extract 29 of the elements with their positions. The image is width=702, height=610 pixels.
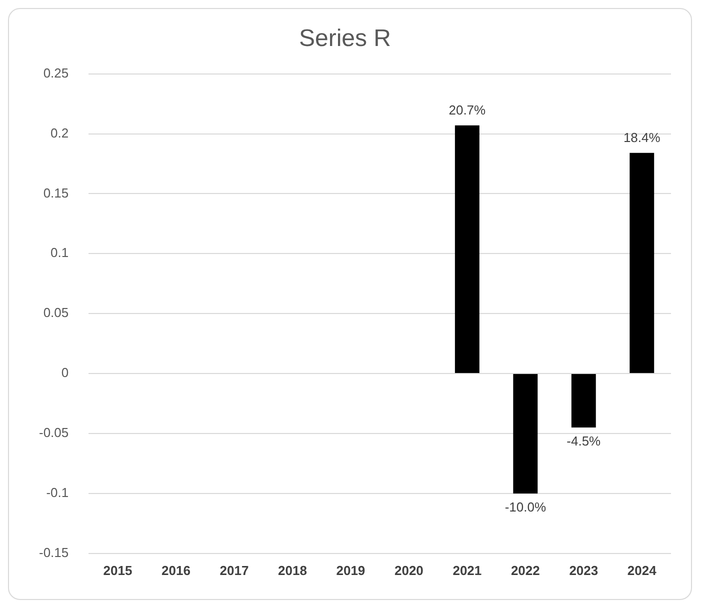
x-tick-label: 2017 [220,562,249,578]
y-tick-label: 0.25 [43,65,69,80]
y-tick-label: 0.15 [43,185,69,200]
y-tick-label: -0.15 [38,544,69,560]
data-label: -10.0% [504,500,546,515]
bar [513,374,538,494]
y-tick-label: -0.05 [38,425,69,440]
y-tick-label: 0.1 [50,245,69,260]
x-tick-label: 2022 [510,562,540,578]
y-tick-label: 0 [61,365,69,380]
x-tick-label: 2015 [103,562,132,578]
bar [571,374,596,428]
x-tick-label: 2020 [394,562,424,578]
x-tick-label: 2021 [452,562,482,578]
x-tick-label: 2024 [627,562,658,578]
data-label: -4.5% [566,434,602,449]
x-tick-label: 2016 [162,562,190,578]
bar [630,152,654,374]
x-tick-label: 2023 [569,562,598,578]
chart-frame: Series R 2015 2016 2017 2018 2019 2020 2021 2022 2023 2024 -0.15 -0.1 -0.05 0 0.05 0.1 0.15 0.2 0.25 20.7% -10.0% -4.5% 18.4% [8,8,692,600]
x-tick-label: 2018 [278,562,307,578]
y-tick-label: -0.1 [46,485,69,500]
y-tick-label: 0.05 [43,305,69,320]
bar [454,125,480,374]
x-tick-label: 2019 [336,562,366,578]
y-tick-label: 0.2 [50,125,69,140]
data-label: 20.7% [448,102,486,118]
chart-title: Series R [298,25,392,52]
data-label: 18.4% [623,130,661,146]
